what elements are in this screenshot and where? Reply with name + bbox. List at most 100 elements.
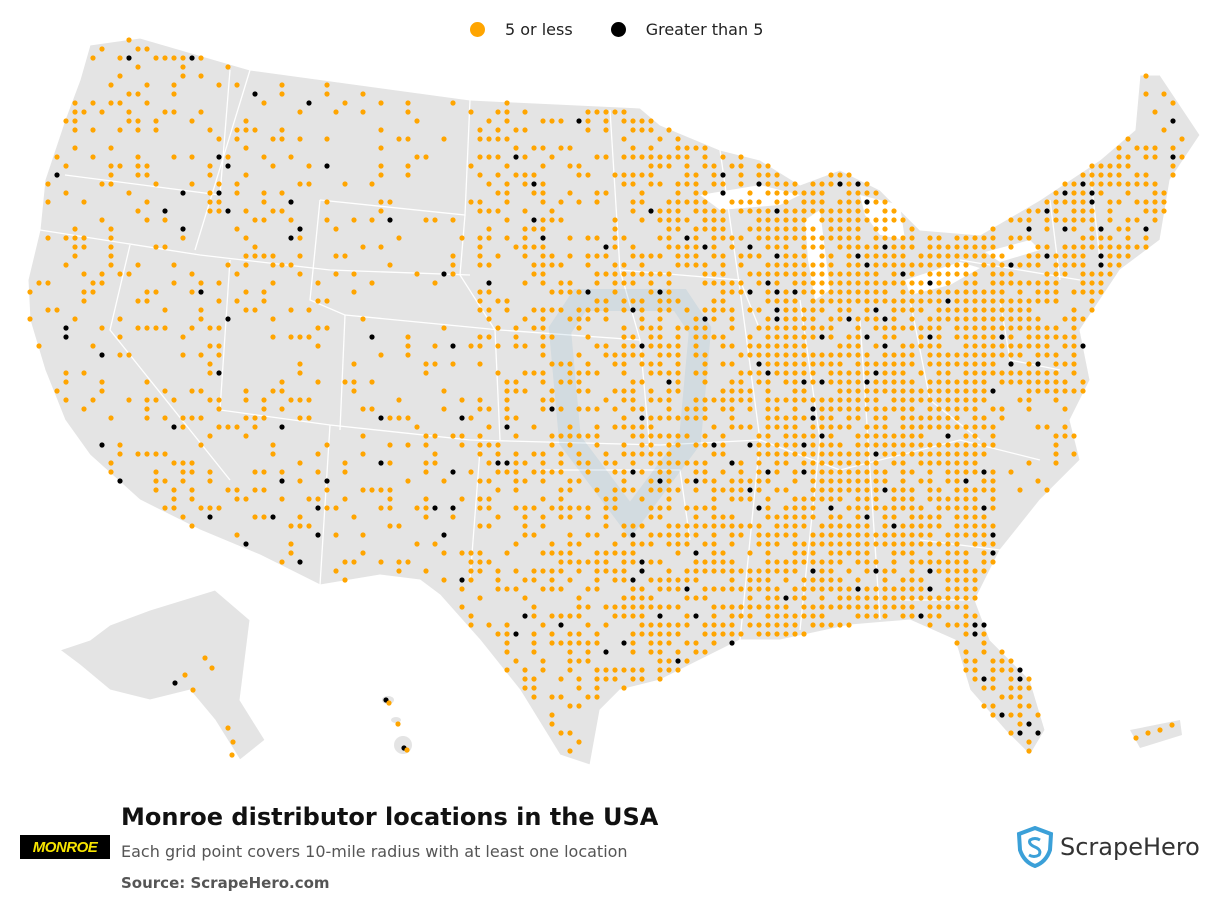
location-dot <box>504 199 510 205</box>
location-dot <box>918 595 924 601</box>
location-dot <box>540 397 546 403</box>
location-dot <box>378 415 384 421</box>
location-dot <box>612 604 618 610</box>
location-dot <box>810 190 816 196</box>
location-dot <box>810 550 816 556</box>
location-dot <box>945 595 951 601</box>
location-dot <box>621 307 627 313</box>
location-dot <box>189 388 195 394</box>
location-dot <box>324 442 330 448</box>
location-dot <box>504 388 510 394</box>
location-dot <box>765 568 771 574</box>
location-dot <box>882 325 888 331</box>
location-dot <box>936 460 942 466</box>
location-dot <box>630 586 636 592</box>
location-dot <box>504 379 510 385</box>
location-dot <box>378 145 384 151</box>
location-dot <box>585 109 591 115</box>
location-dot <box>846 298 852 304</box>
location-dot <box>540 271 546 277</box>
location-dot <box>225 208 231 214</box>
location-dot <box>765 505 771 511</box>
location-dot <box>792 262 798 268</box>
location-dot <box>756 271 762 277</box>
location-dot <box>1116 199 1122 205</box>
location-dot <box>1008 298 1014 304</box>
location-dot <box>756 199 762 205</box>
location-dot <box>900 361 906 367</box>
location-dot <box>288 541 294 547</box>
location-dot <box>567 190 573 196</box>
location-dot <box>936 307 942 313</box>
legend-item-large: Greater than 5 <box>610 20 763 39</box>
location-dot <box>585 694 591 700</box>
location-dot <box>495 487 501 493</box>
location-dot <box>1035 289 1041 295</box>
location-dot <box>837 541 843 547</box>
location-dot <box>711 559 717 565</box>
location-dot <box>386 700 392 706</box>
location-dot <box>1098 226 1104 232</box>
location-dot <box>855 361 861 367</box>
location-dot <box>837 343 843 349</box>
location-dot <box>72 244 78 250</box>
location-dot <box>297 397 303 403</box>
location-dot <box>738 370 744 376</box>
location-dot <box>639 586 645 592</box>
location-dot <box>1053 370 1059 376</box>
location-dot <box>54 154 60 160</box>
location-dot <box>666 226 672 232</box>
location-dot <box>594 487 600 493</box>
location-dot <box>765 271 771 277</box>
location-dot <box>1098 190 1104 196</box>
location-dot <box>135 91 141 97</box>
location-dot <box>801 505 807 511</box>
location-dot <box>1053 397 1059 403</box>
location-dot <box>1035 325 1041 331</box>
location-dot <box>657 658 663 664</box>
location-dot <box>738 631 744 637</box>
location-dot <box>765 343 771 349</box>
location-dot <box>702 379 708 385</box>
location-dot <box>873 532 879 538</box>
location-dot <box>972 352 978 358</box>
location-dot <box>1026 379 1032 385</box>
location-dot <box>774 208 780 214</box>
location-dot <box>216 280 222 286</box>
location-dot <box>693 370 699 376</box>
location-dot <box>369 280 375 286</box>
location-dot <box>828 208 834 214</box>
location-dot <box>720 397 726 403</box>
location-dot <box>1044 271 1050 277</box>
location-dot <box>972 244 978 250</box>
location-dot <box>639 190 645 196</box>
location-dot <box>675 532 681 538</box>
location-dot <box>198 109 204 115</box>
location-dot <box>927 397 933 403</box>
location-dot <box>531 568 537 574</box>
location-dot <box>567 550 573 556</box>
location-dot <box>477 154 483 160</box>
location-dot <box>171 487 177 493</box>
location-dot <box>657 613 663 619</box>
location-dot <box>567 658 573 664</box>
location-dot <box>810 532 816 538</box>
location-dot <box>162 217 168 223</box>
location-dot <box>774 262 780 268</box>
location-dot <box>819 604 825 610</box>
location-dot <box>405 100 411 106</box>
location-dot <box>792 361 798 367</box>
location-dot <box>450 361 456 367</box>
location-dot <box>765 370 771 376</box>
location-dot <box>711 586 717 592</box>
location-dot <box>891 334 897 340</box>
location-dot <box>576 433 582 439</box>
location-dot <box>738 280 744 286</box>
location-dot <box>693 199 699 205</box>
location-dot <box>135 154 141 160</box>
location-dot <box>63 118 69 124</box>
location-dot <box>765 181 771 187</box>
location-dot <box>243 433 249 439</box>
location-dot <box>819 586 825 592</box>
location-dot <box>792 370 798 376</box>
